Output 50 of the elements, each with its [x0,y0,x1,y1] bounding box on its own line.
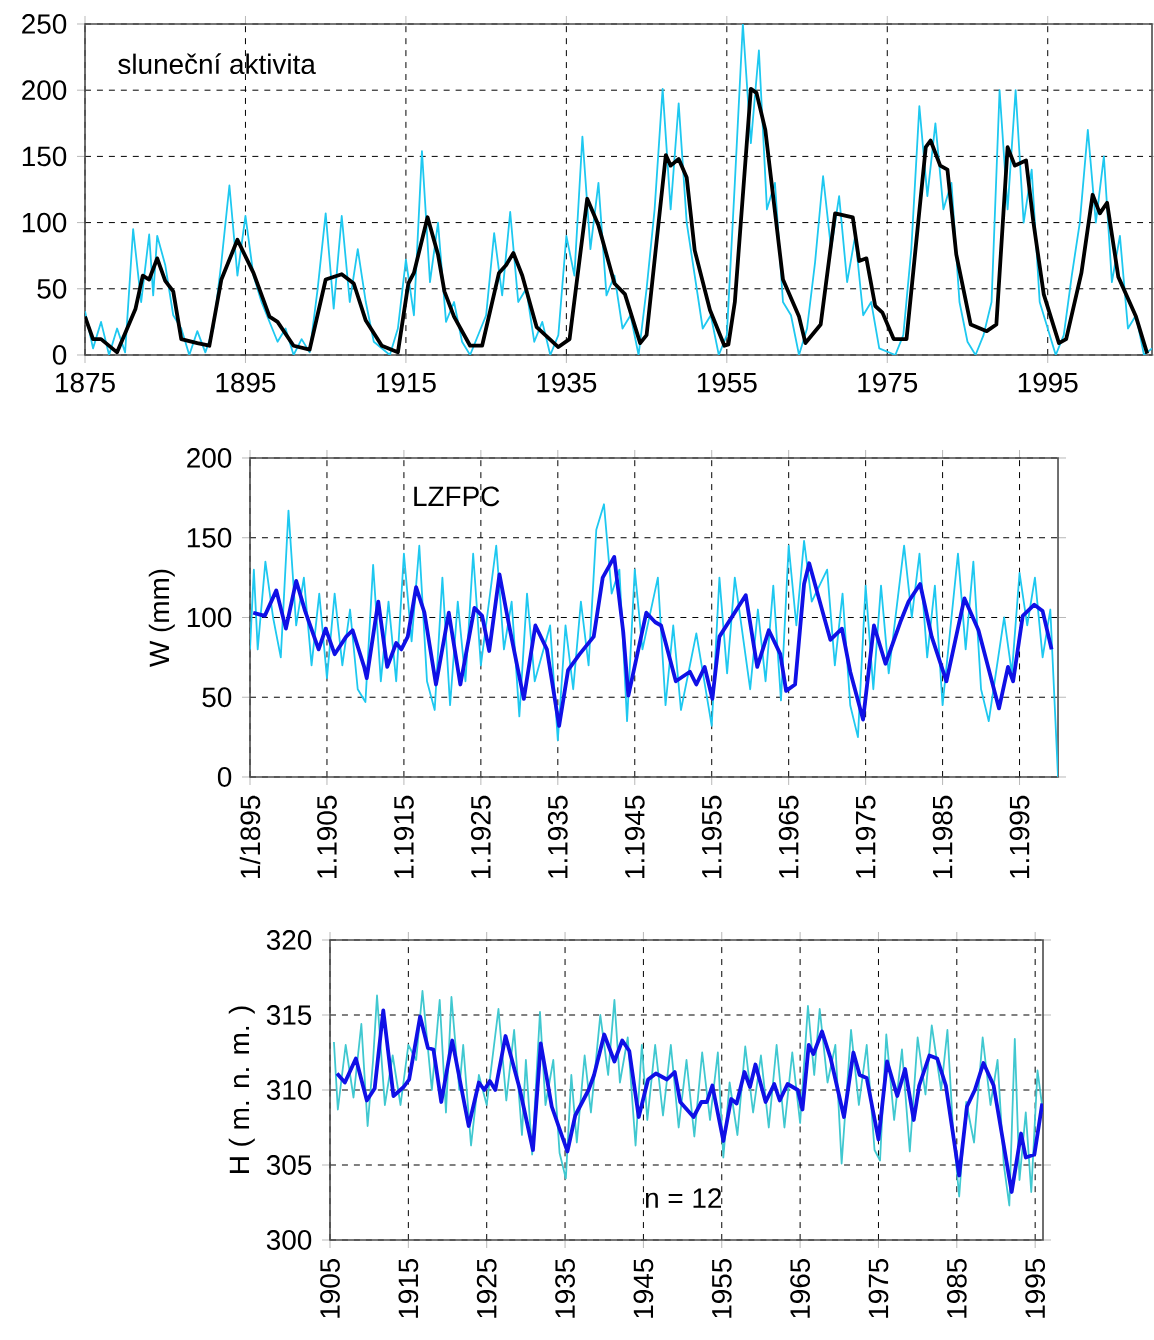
x-tick-label: 1945 [633,1258,654,1318]
x-tick-label: 1.1915 [394,795,414,878]
y-tick-label: 150 [187,527,232,548]
x-tick-label: 1.1935 [547,795,568,878]
y-tick-label: 200 [187,448,232,468]
y-tick-label: 200 [22,80,67,101]
y-tick-label: 0 [52,345,67,365]
x-tick-label: 1.1975 [855,795,876,878]
x-tick-label: 1.1985 [932,795,953,878]
x-tick-label: 1915 [377,372,436,393]
x-tick-label: 1905 [320,1258,340,1318]
annotation: n = 12 [645,1188,722,1208]
y-tick-label: 315 [266,1005,312,1025]
y-tick-label: 0 [217,767,232,787]
x-tick-label: 1935 [537,372,597,393]
y-tick-label: 305 [266,1155,312,1175]
x-tick-label: 1895 [216,372,276,393]
x-tick-label: 1985 [946,1258,967,1318]
x-tick-label: 1.1965 [778,795,799,878]
x-tick-label: 1935 [555,1258,575,1318]
x-tick-label: 1.1905 [317,795,337,878]
x-tick-label: 1955 [697,372,757,393]
x-tick-label: 1925 [476,1258,497,1318]
x-tick-label: 1.1945 [624,795,645,878]
y-tick-label: 310 [266,1080,312,1100]
x-tick-label: 1.1995 [1009,795,1030,878]
x-tick-label: 1965 [790,1258,810,1318]
y-tick-label: 50 [37,278,67,299]
y-tick-label: 320 [266,930,312,950]
y-axis-title: W (mm) [148,569,175,667]
line-series [251,554,1054,728]
x-tick-label: 1995 [1018,372,1078,393]
x-tick-label: 1975 [868,1258,889,1318]
x-tick-label: 1955 [711,1258,732,1318]
x-tick-label: 1915 [398,1258,419,1318]
y-tick-label: 100 [187,607,232,628]
x-tick-label: 1875 [56,372,115,393]
annotation: sluneční aktivita [118,53,316,75]
y-tick-label: 50 [202,687,232,708]
y-tick-label: 250 [22,14,67,34]
y-axis-title: H ( m. n. m. ) [228,1006,255,1173]
x-tick-label: 1/1895 [239,795,261,878]
x-tick-label: 1.1925 [470,795,491,878]
x-tick-label: 1975 [858,372,918,393]
y-tick-label: 150 [22,146,67,167]
x-tick-label: 1.1955 [701,795,722,878]
y-tick-label: 100 [22,212,67,233]
x-tick-label: 1995 [1025,1258,1046,1318]
y-tick-label: 300 [266,1230,312,1250]
annotation: LZFPC [414,486,500,507]
